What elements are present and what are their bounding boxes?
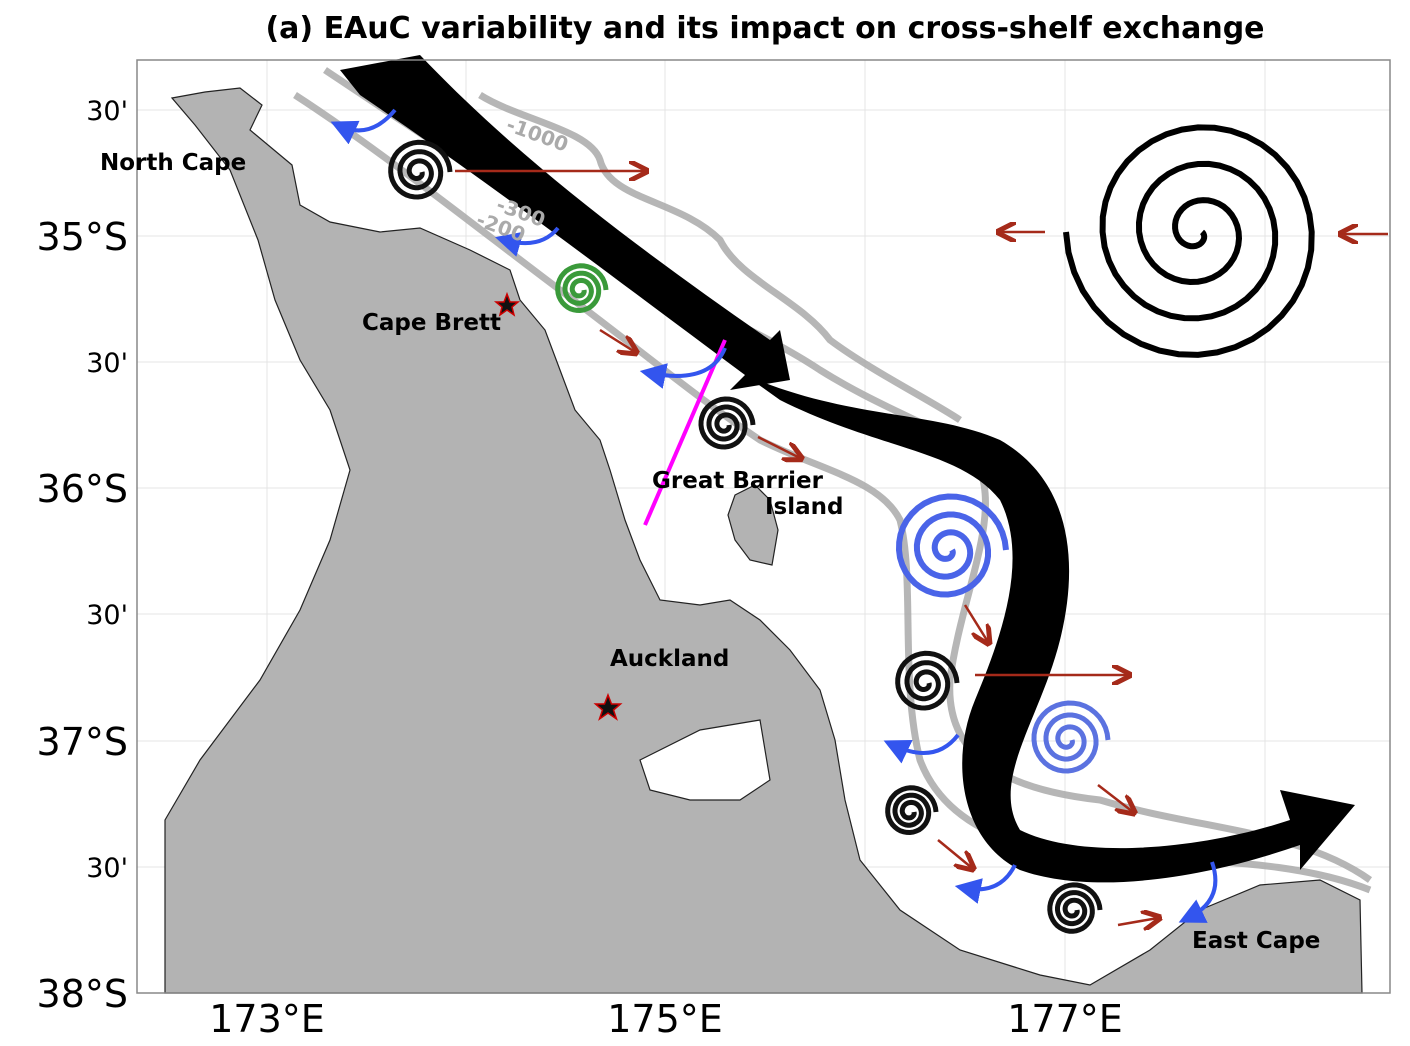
lon-tick-label: 173°E xyxy=(209,997,325,1041)
eddy xyxy=(555,263,609,314)
place-label: North Cape xyxy=(100,150,246,176)
blue-arrow xyxy=(1178,861,1218,923)
lat-tick-label: 37°S xyxy=(37,720,128,764)
blue-arrow xyxy=(330,108,397,145)
eddy xyxy=(388,139,453,200)
eddy xyxy=(885,785,939,836)
red-arrow xyxy=(1117,918,1158,925)
red-arrow xyxy=(1097,784,1133,812)
tick-labels: 30' 35°S 30' 36°S 30' 37°S 30' 38°S 173°E 175°E 17… xyxy=(37,96,1123,1041)
eddy xyxy=(1063,124,1315,358)
eddy xyxy=(895,650,960,711)
blue-arrow xyxy=(954,864,1017,904)
lat-tick-label: 38°S xyxy=(37,972,128,1016)
place-label: East Cape xyxy=(1192,928,1320,954)
section-line xyxy=(643,339,727,526)
lon-tick-label: 177°E xyxy=(1007,997,1123,1041)
place-label: Great Barrier xyxy=(652,468,824,494)
eddy xyxy=(698,396,756,450)
eddy xyxy=(1047,882,1103,934)
star-cape-brett xyxy=(493,291,521,317)
red-arrow xyxy=(937,839,972,868)
lat-tick-label: 30' xyxy=(86,853,128,884)
eauc-current xyxy=(340,55,1355,883)
lat-tick-label: 30' xyxy=(86,348,128,379)
land-northland xyxy=(164,87,1363,994)
lat-tick-label: 35°S xyxy=(37,215,128,259)
place-label: Cape Brett xyxy=(362,310,501,336)
lat-tick-label: 36°S xyxy=(37,467,128,511)
red-arrow xyxy=(963,604,988,642)
lat-tick-label: 30' xyxy=(86,600,128,631)
place-label: Auckland xyxy=(610,646,729,672)
red-arrow xyxy=(599,328,635,352)
lon-tick-label: 175°E xyxy=(607,997,723,1041)
lat-tick-label: 30' xyxy=(86,96,128,127)
blue-arrow xyxy=(494,226,560,257)
land-coromandel xyxy=(639,719,771,801)
land-great-barrier xyxy=(727,484,779,566)
eddies-and-arrows xyxy=(330,108,1388,934)
star-auckland xyxy=(593,692,623,721)
place-label: Island xyxy=(765,494,844,520)
figure-title: (a) EAuC variability and its impact on c… xyxy=(265,11,1264,46)
blue-arrow xyxy=(883,733,960,764)
eddy xyxy=(1031,700,1111,774)
blue-arrow xyxy=(639,347,727,389)
isobath xyxy=(478,92,962,423)
red-arrow xyxy=(757,435,800,458)
map-frame xyxy=(136,59,1391,994)
eddy xyxy=(895,493,1009,598)
